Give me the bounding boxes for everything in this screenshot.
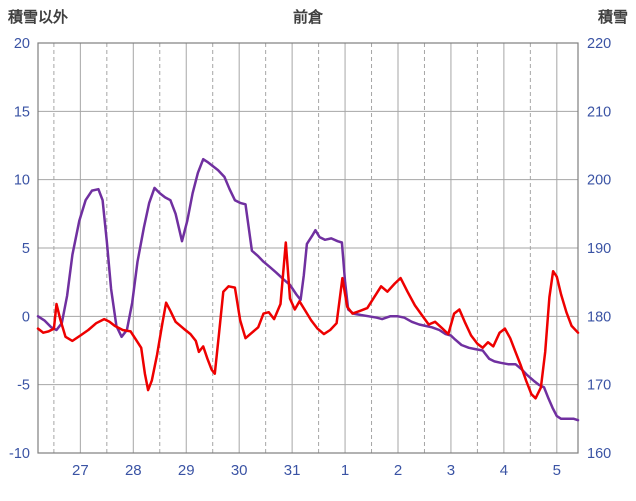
right-axis-tick: 180 bbox=[587, 309, 611, 325]
left-axis-tick: 10 bbox=[14, 173, 30, 189]
right-axis-tick: 190 bbox=[587, 241, 611, 257]
x-axis-tick: 5 bbox=[553, 462, 561, 479]
right-axis-tick: 220 bbox=[587, 36, 611, 52]
right-axis-tick: 210 bbox=[587, 104, 611, 120]
x-axis-tick: 29 bbox=[178, 462, 195, 479]
left-axis-tick: -5 bbox=[17, 378, 30, 394]
plot-border bbox=[37, 42, 579, 454]
right-axis-title: 積雪 bbox=[597, 9, 628, 26]
x-axis-tick: 3 bbox=[447, 462, 455, 479]
right-axis-tick: 200 bbox=[587, 173, 611, 189]
x-axis-tick: 1 bbox=[341, 462, 349, 479]
left-axis-tick: 5 bbox=[22, 241, 30, 257]
series-non-snow-line bbox=[36, 241, 580, 400]
left-axis-tick: 0 bbox=[22, 309, 30, 325]
x-axis-tick: 31 bbox=[284, 462, 301, 479]
x-axis-tick-labels: 27 28 29 30 31 1 2 3 4 5 bbox=[72, 462, 561, 479]
left-axis-tick-labels: 20 15 10 5 0 -5 -10 bbox=[9, 36, 30, 462]
left-axis-tick: -10 bbox=[9, 446, 30, 462]
left-axis-title: 積雪以外 bbox=[8, 9, 69, 26]
x-axis-tick: 27 bbox=[72, 462, 89, 479]
x-axis-tick: 28 bbox=[125, 462, 142, 479]
left-axis-tick: 15 bbox=[14, 104, 30, 120]
x-axis-tick: 2 bbox=[394, 462, 402, 479]
right-axis-tick: 160 bbox=[587, 446, 611, 462]
right-axis-tick: 170 bbox=[587, 378, 611, 394]
x-axis-tick: 4 bbox=[500, 462, 508, 479]
x-axis-tick: 30 bbox=[231, 462, 248, 479]
chart-title: 前倉 bbox=[292, 9, 323, 26]
horizontal-gridlines bbox=[38, 42, 578, 454]
right-axis-tick-labels: 220 210 200 190 180 170 160 bbox=[587, 36, 611, 462]
left-axis-tick: 20 bbox=[14, 36, 30, 52]
series-snow-depth-line bbox=[36, 157, 580, 422]
